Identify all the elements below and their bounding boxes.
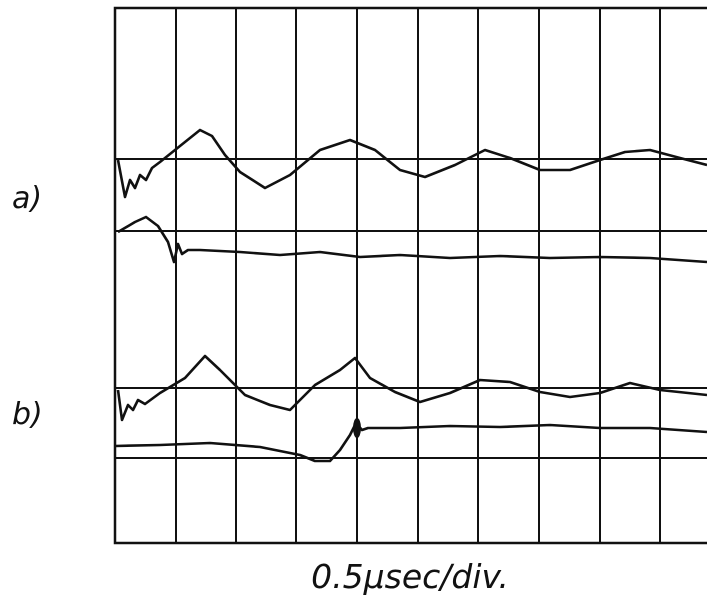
screen-frame bbox=[115, 8, 707, 543]
trace-a1 bbox=[118, 130, 707, 197]
page: {"trace_labels": {"a": "a)", "b": "b)"},… bbox=[0, 0, 707, 599]
trace-label: a) bbox=[12, 181, 42, 216]
trace-a2 bbox=[118, 217, 707, 262]
caption: 0.5μsec/div. bbox=[311, 557, 509, 596]
trace-b2 bbox=[115, 423, 707, 461]
trace-label: b) bbox=[12, 397, 43, 432]
trace-blob bbox=[353, 418, 361, 438]
graticule bbox=[115, 8, 707, 543]
oscilloscope-figure: a) b) 0.5μsec/div. bbox=[0, 0, 707, 599]
